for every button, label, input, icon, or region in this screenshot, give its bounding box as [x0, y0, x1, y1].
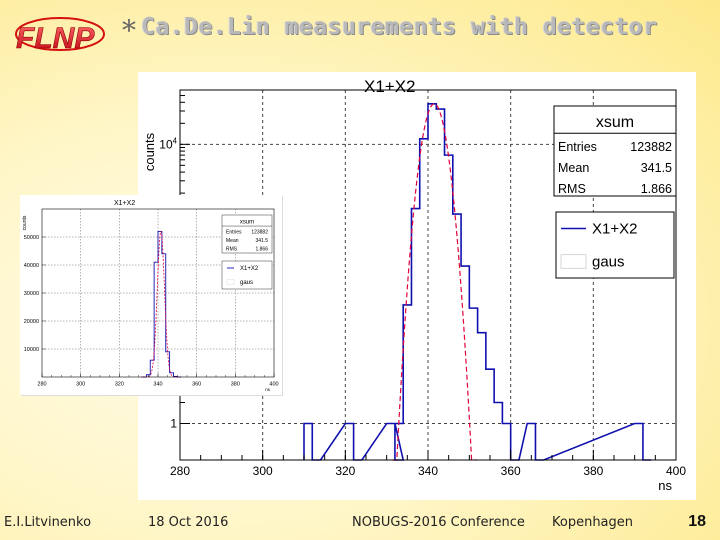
- x-tick-label: 340: [418, 464, 438, 478]
- stats-value: 123882: [630, 140, 672, 154]
- y-tick-label: 30000: [24, 291, 39, 297]
- inset-chart-title: X1+X2: [114, 200, 135, 207]
- y-tick-label: 40000: [24, 263, 39, 269]
- x-tick-label: 380: [583, 464, 603, 478]
- footer-date: 18 Oct 2016: [148, 515, 229, 530]
- footer-author: E.I.Litvinenko: [4, 515, 92, 530]
- x-tick-label: 360: [501, 464, 521, 478]
- main-gaus-fit: [391, 103, 477, 461]
- stats-frame: [553, 105, 677, 197]
- inset-histogram-panel: 280 300 320 340 360 380 400 10000 20000 30000 400…: [20, 195, 282, 395]
- inset-x-axis-label: ns: [265, 387, 271, 392]
- x-tick-label: 320: [115, 382, 124, 388]
- legend-label: X1+X2: [240, 266, 259, 272]
- slide-number: 18: [688, 513, 706, 530]
- main-grid: [180, 90, 676, 460]
- x-tick-label: 340: [153, 382, 162, 388]
- x-tick-label: 360: [192, 382, 201, 388]
- x-tick-label: 380: [231, 382, 240, 388]
- y-tick-exponent: 4: [173, 137, 178, 146]
- histogram-line: [142, 230, 182, 378]
- stats-value: 341.5: [255, 238, 268, 244]
- x-tick-label: 400: [269, 382, 278, 388]
- stats-title: xsum: [596, 114, 634, 131]
- stats-label: Mean: [226, 238, 239, 244]
- inset-histogram-series: [142, 230, 182, 378]
- stats-title: xsum: [240, 220, 254, 226]
- gaus-fit-line: [391, 103, 477, 461]
- stats-value: 1.866: [641, 182, 672, 196]
- inset-x-axis: 280 300 320 340 360 380 400: [37, 373, 279, 388]
- x-tick-label: 320: [335, 464, 355, 478]
- main-x-axis: 280 300 320 340 360 380 400: [170, 450, 686, 478]
- footer-location: Kopenhagen: [552, 515, 634, 530]
- logo-text: FLNP: [16, 22, 95, 55]
- stats-label: Mean: [558, 161, 589, 175]
- legend-label: gaus: [240, 280, 253, 286]
- slide-title: * Ca.De.Lin measurements with detector: [122, 14, 658, 50]
- inset-histogram: 280 300 320 340 360 380 400 10000 20000 30000 400…: [22, 200, 279, 392]
- main-x-axis-label: ns: [658, 478, 672, 493]
- legend-box-marker: [226, 279, 235, 285]
- x-tick-label: 280: [170, 464, 190, 478]
- legend-label: X1+X2: [592, 221, 637, 238]
- x-tick-label: 300: [253, 464, 273, 478]
- stats-label: RMS: [226, 246, 238, 252]
- slide-title-text: Ca.De.Lin measurements with detector: [141, 14, 658, 40]
- y-tick-label: 50000: [24, 235, 39, 241]
- inset-y-axis: 10000 20000 30000 40000 50000: [24, 235, 46, 353]
- inset-y-axis-label: counts: [22, 215, 28, 230]
- gaus-fit-line: [141, 230, 181, 378]
- stats-value: 341.5: [641, 161, 672, 175]
- main-legend: X1+X2 gaus: [555, 211, 675, 279]
- flnp-logo: FLNP: [15, 17, 105, 55]
- stats-label: RMS: [558, 182, 586, 196]
- main-y-axis-label: counts: [142, 132, 157, 171]
- legend-label: gaus: [592, 254, 625, 271]
- x-tick-label: 400: [666, 464, 686, 478]
- y-tick-label: 104: [159, 137, 177, 152]
- x-tick-label: 280: [37, 382, 46, 388]
- inset-stats-box: xsum Entries 123882 Mean 341.5 RMS 1.866: [221, 214, 273, 254]
- footer-conference: NOBUGS-2016 Conference: [352, 515, 525, 530]
- y-tick-label: 20000: [24, 319, 39, 325]
- y-tick-label: 10000: [24, 347, 39, 353]
- main-chart-title: X1+X2: [364, 77, 416, 96]
- title-bullet-icon: *: [122, 14, 136, 47]
- stats-label: Entries: [558, 140, 597, 154]
- inset-legend: X1+X2 gaus: [221, 260, 273, 290]
- stats-label: Entries: [226, 229, 242, 235]
- stats-frame: [221, 214, 273, 254]
- stats-value: 1.866: [255, 246, 268, 252]
- legend-box-marker: [560, 254, 587, 269]
- inset-gaus-fit: [141, 230, 181, 378]
- main-stats-box: xsum Entries 123882 Mean 341.5 RMS 1.866: [553, 105, 677, 197]
- y-tick-label: 1: [170, 417, 177, 431]
- x-tick-label: 300: [76, 382, 85, 388]
- main-histogram: 280 300 320 340 360 380 400 1 104 X1+X2 ns coun…: [142, 77, 686, 493]
- logo-orbit-icon: [15, 17, 105, 51]
- stats-value: 123882: [251, 229, 268, 235]
